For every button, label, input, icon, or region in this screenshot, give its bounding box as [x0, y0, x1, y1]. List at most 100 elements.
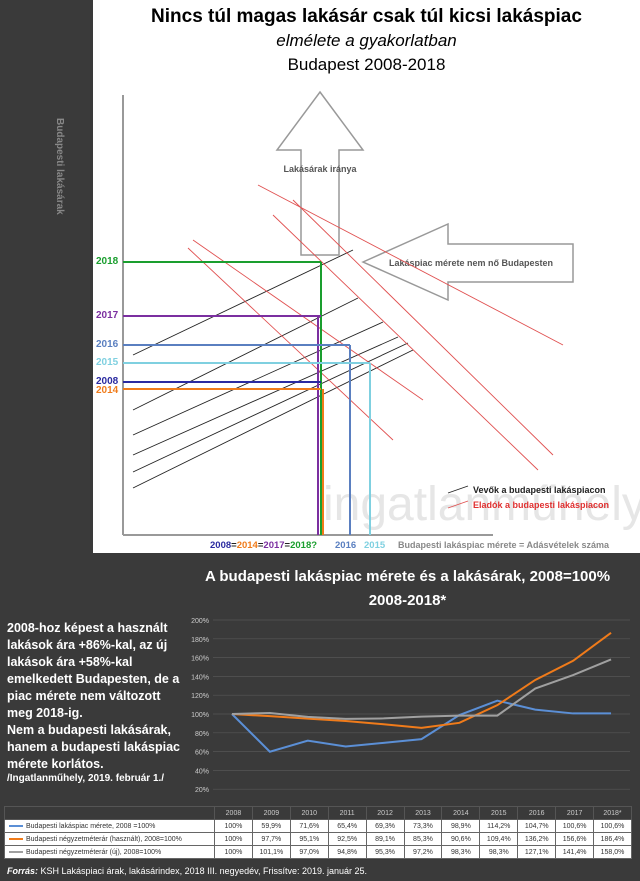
seller-line: [192, 239, 424, 401]
y-tick-label: 80%: [195, 731, 209, 738]
data-label: 98,9%: [441, 819, 481, 833]
x-tick-label: 2011: [327, 806, 367, 820]
y-tick-label: 140%: [191, 674, 209, 681]
data-label: 100%: [214, 845, 253, 859]
x-tick-label: 2009: [251, 806, 291, 820]
legend-entry: Budapesti négyzetméterár (új), 2008=100%: [4, 845, 215, 859]
source-note: Forrás: KSH Lakáspiaci árak, lakásárinde…: [7, 866, 368, 876]
legend-entry: Budapesti lakáspiac mérete, 2008 =100%: [4, 819, 215, 833]
legend-seller-swatch: [447, 500, 469, 509]
series-line: [231, 658, 612, 720]
ytick-2016: 2016: [96, 339, 119, 350]
data-label: 100%: [214, 832, 253, 846]
diagram-watermark: ingatlanműhely: [323, 478, 640, 531]
chart-y-ticks: 0%20%40%60%80%100%120%140%160%180%200%: [191, 618, 209, 813]
diagram-title: Nincs túl magas lakásár csak túl kicsi l…: [151, 6, 582, 27]
data-label: 109,4%: [479, 832, 519, 846]
data-label: 100,6%: [593, 819, 632, 833]
diagram-x-axis-label: Budapesti lakáspiac mérete = Adásvételek…: [398, 540, 610, 550]
data-label: 100,6%: [555, 819, 595, 833]
chart-subtitle: 2008-2018*: [368, 592, 447, 609]
data-label: 85,3%: [403, 832, 443, 846]
data-label: 95,3%: [365, 845, 405, 859]
ytick-2014: 2014: [96, 385, 119, 396]
x-tick-label: 2008: [214, 806, 253, 820]
diagram-period: Budapest 2008-2018: [287, 55, 446, 74]
data-label: 94,8%: [327, 845, 367, 859]
arrow-up-shape: [275, 90, 365, 256]
series-line: [231, 631, 612, 729]
table-row: Budapesti négyzetméterár (használt), 200…: [4, 832, 632, 846]
data-label: 73,3%: [403, 819, 443, 833]
x-tick-label: 2013: [403, 806, 443, 820]
table-row: Budapesti lakáspiac mérete, 2008 =100% 10…: [4, 819, 632, 833]
y-tick-label: 160%: [191, 656, 209, 663]
data-label: 141,4%: [555, 845, 595, 859]
arrow-left-shape: [361, 222, 574, 302]
side-text-2: Nem a budapesti lakásárak, hanem a budap…: [7, 723, 180, 771]
seller-line: [257, 184, 564, 346]
x-tick-label: 2010: [289, 806, 329, 820]
chart-title: A budapesti lakáspiac mérete és a lakásá…: [204, 568, 611, 585]
data-label: 104,7%: [517, 819, 557, 833]
diagram-svg: ingatlanműhely Lakásárak iránya Lakáspia…: [122, 90, 640, 551]
buyer-line: [132, 249, 354, 356]
data-label: 69,3%: [365, 819, 405, 833]
y-tick-label: 20%: [195, 787, 209, 794]
data-label: 92,5%: [327, 832, 367, 846]
data-label: 65,4%: [327, 819, 367, 833]
x-tick-label: 2012: [365, 806, 405, 820]
legend-swatch: [9, 837, 23, 840]
data-label: 98,3%: [441, 845, 481, 859]
series-line: [231, 699, 612, 753]
y-tick-label: 180%: [191, 637, 209, 644]
data-label: 97,7%: [251, 832, 291, 846]
chart-series: [231, 631, 612, 753]
data-label: 71,6%: [289, 819, 329, 833]
data-table: 2008 2009 2010 2011 2012 2013 2014 2015 2016 2017…: [4, 806, 632, 859]
legend-swatch: [9, 824, 23, 827]
diagram-subtitle: elmélete a gyakorlatban: [276, 31, 457, 50]
buyer-lines: [132, 249, 469, 494]
data-label: 95,1%: [289, 832, 329, 846]
data-label: 89,1%: [365, 832, 405, 846]
y-tick-label: 120%: [191, 693, 209, 700]
data-label: 90,6%: [441, 832, 481, 846]
data-label: 136,2%: [517, 832, 557, 846]
x-tick-label: 2016: [517, 806, 557, 820]
legend-sellers: Eladók a budapesti lakáspiacon: [473, 500, 609, 510]
data-label: 98,3%: [479, 845, 519, 859]
arrow-left-label: Lakáspiac mérete nem nő Budapesten: [389, 258, 553, 268]
data-label: 114,2%: [479, 819, 519, 833]
buyer-line: [132, 342, 409, 473]
y-tick-label: 100%: [191, 712, 209, 719]
data-label: 97,2%: [403, 845, 443, 859]
data-label: 101,1%: [251, 845, 291, 859]
seller-lines: [187, 184, 564, 509]
legend-swatch: [9, 850, 23, 853]
diagram-x-labels: 2008=2014=2017=2018? 2016 2015: [210, 540, 386, 551]
seller-line: [272, 214, 539, 471]
seller-line: [292, 199, 554, 456]
legend-entry: Budapesti négyzetméterár (használt), 200…: [4, 832, 215, 846]
legend-buyers: Vevők a budapesti lakáspiacon: [473, 485, 606, 495]
data-label: 100%: [214, 819, 253, 833]
y-tick-label: 200%: [191, 618, 209, 625]
side-text-3: /Ingatlanműhely, 2019. február 1./: [7, 773, 165, 784]
x-tick-label: 2018*: [593, 806, 632, 820]
x-tick-label: 2017: [555, 806, 595, 820]
ytick-2008: 2008: [96, 376, 119, 387]
ytick-2017: 2017: [96, 310, 119, 321]
data-label: 59,9%: [251, 819, 291, 833]
x-tick-label: 2014: [441, 806, 481, 820]
data-label: 186,4%: [593, 832, 632, 846]
y-tick-label: 60%: [195, 750, 209, 757]
data-label: 127,1%: [517, 845, 557, 859]
data-label: 156,6%: [555, 832, 595, 846]
side-text-1: 2008-hoz képest a használt lakások ára +…: [7, 621, 180, 720]
table-corner: [4, 806, 215, 820]
legend-buyer-swatch: [447, 485, 469, 494]
table-row: Budapesti négyzetméterár (új), 2008=100%…: [4, 845, 632, 859]
buyer-line: [132, 336, 399, 456]
